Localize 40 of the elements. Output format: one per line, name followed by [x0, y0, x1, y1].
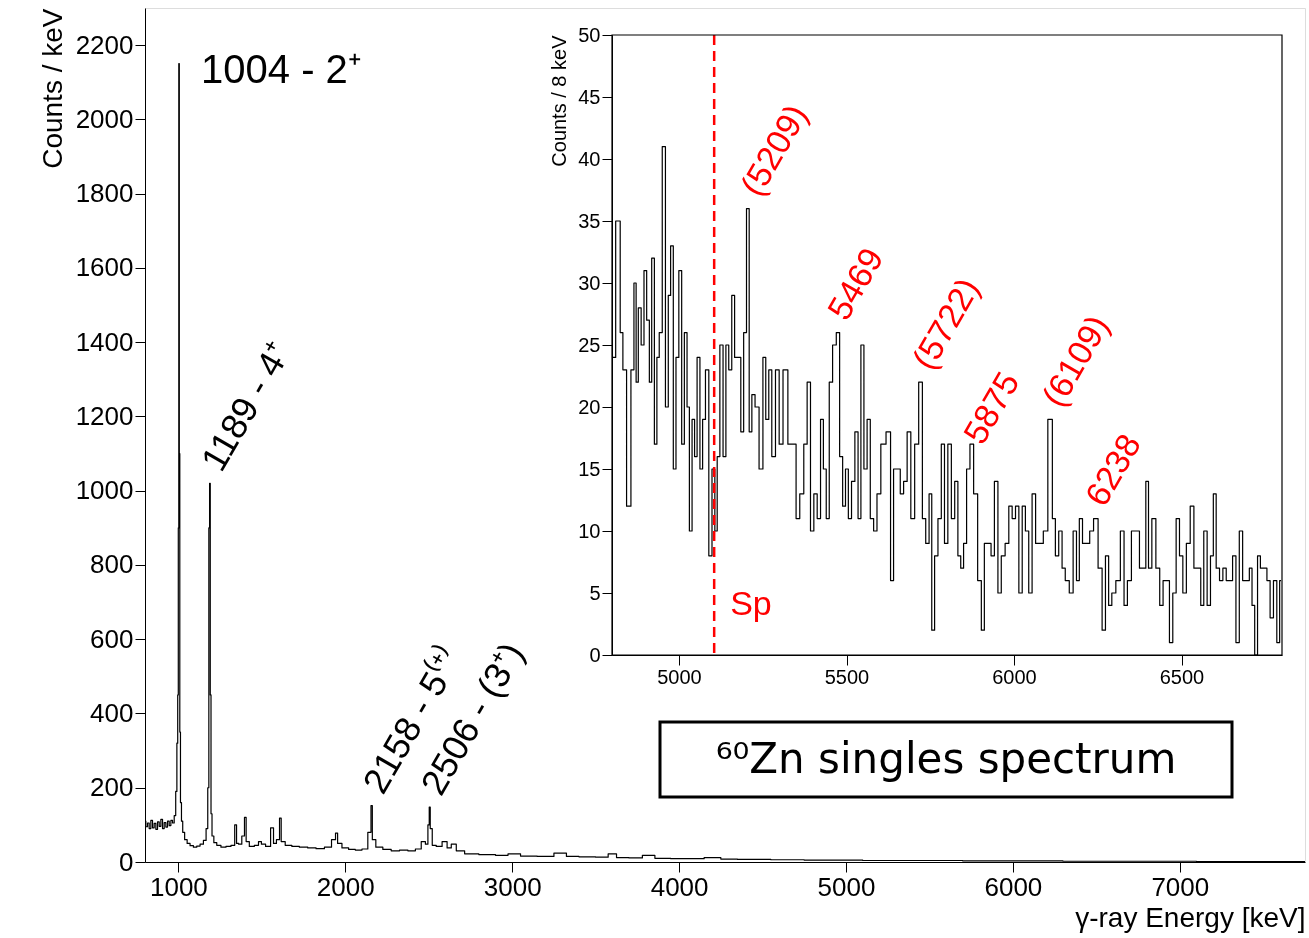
y-tick-label: 45 [578, 85, 601, 108]
y-tick-label: 1400 [75, 326, 134, 357]
x-tick-label: 2000 [316, 871, 375, 902]
x-tick-label: 1000 [149, 871, 208, 902]
ref-line-label: Sp [730, 584, 772, 622]
x-tick-label: 6000 [992, 665, 1037, 688]
y-tick-label: 1600 [75, 252, 134, 283]
y-tick-label: 1000 [75, 475, 134, 506]
y-axis-title: Counts / 8 keV [548, 34, 571, 167]
x-tick-label: 6500 [1159, 665, 1205, 688]
y-tick-label: 600 [90, 623, 134, 654]
x-tick-label: 5500 [824, 665, 870, 688]
annotation: 1004 - 2⁺ [201, 47, 362, 92]
y-tick-label: 2000 [75, 103, 134, 134]
y-tick-label: 400 [90, 697, 134, 728]
y-tick-label: 40 [578, 147, 601, 170]
y-tick-label: 2200 [75, 29, 134, 60]
y-tick-label: 0 [589, 643, 601, 666]
y-tick-label: 50 [578, 23, 601, 46]
y-tick-label: 800 [90, 549, 134, 580]
x-axis-title: γ-ray Energy [keV] [1075, 901, 1306, 933]
y-tick-label: 10 [578, 519, 601, 542]
x-tick-label: 7000 [1151, 871, 1210, 902]
x-tick-label: 5000 [657, 665, 702, 688]
y-tick-label: 1200 [75, 400, 134, 431]
y-tick-label: 30 [578, 271, 601, 294]
y-tick-label: 15 [578, 457, 601, 480]
x-tick-label: 6000 [984, 871, 1043, 902]
y-tick-label: 200 [90, 772, 134, 803]
y-tick-label: 20 [578, 395, 601, 418]
x-tick-label: 5000 [817, 871, 876, 902]
annotation: ⁶⁰Zn singles spectrum [715, 734, 1177, 783]
y-axis-title: Counts / keV [36, 8, 68, 169]
y-tick-label: 35 [578, 209, 601, 232]
y-tick-label: 1800 [75, 178, 134, 209]
y-tick-label: 5 [589, 581, 601, 604]
y-tick-label: 25 [578, 333, 601, 356]
y-tick-label: 0 [119, 846, 134, 877]
x-tick-label: 3000 [483, 871, 542, 902]
x-tick-label: 4000 [650, 871, 709, 902]
